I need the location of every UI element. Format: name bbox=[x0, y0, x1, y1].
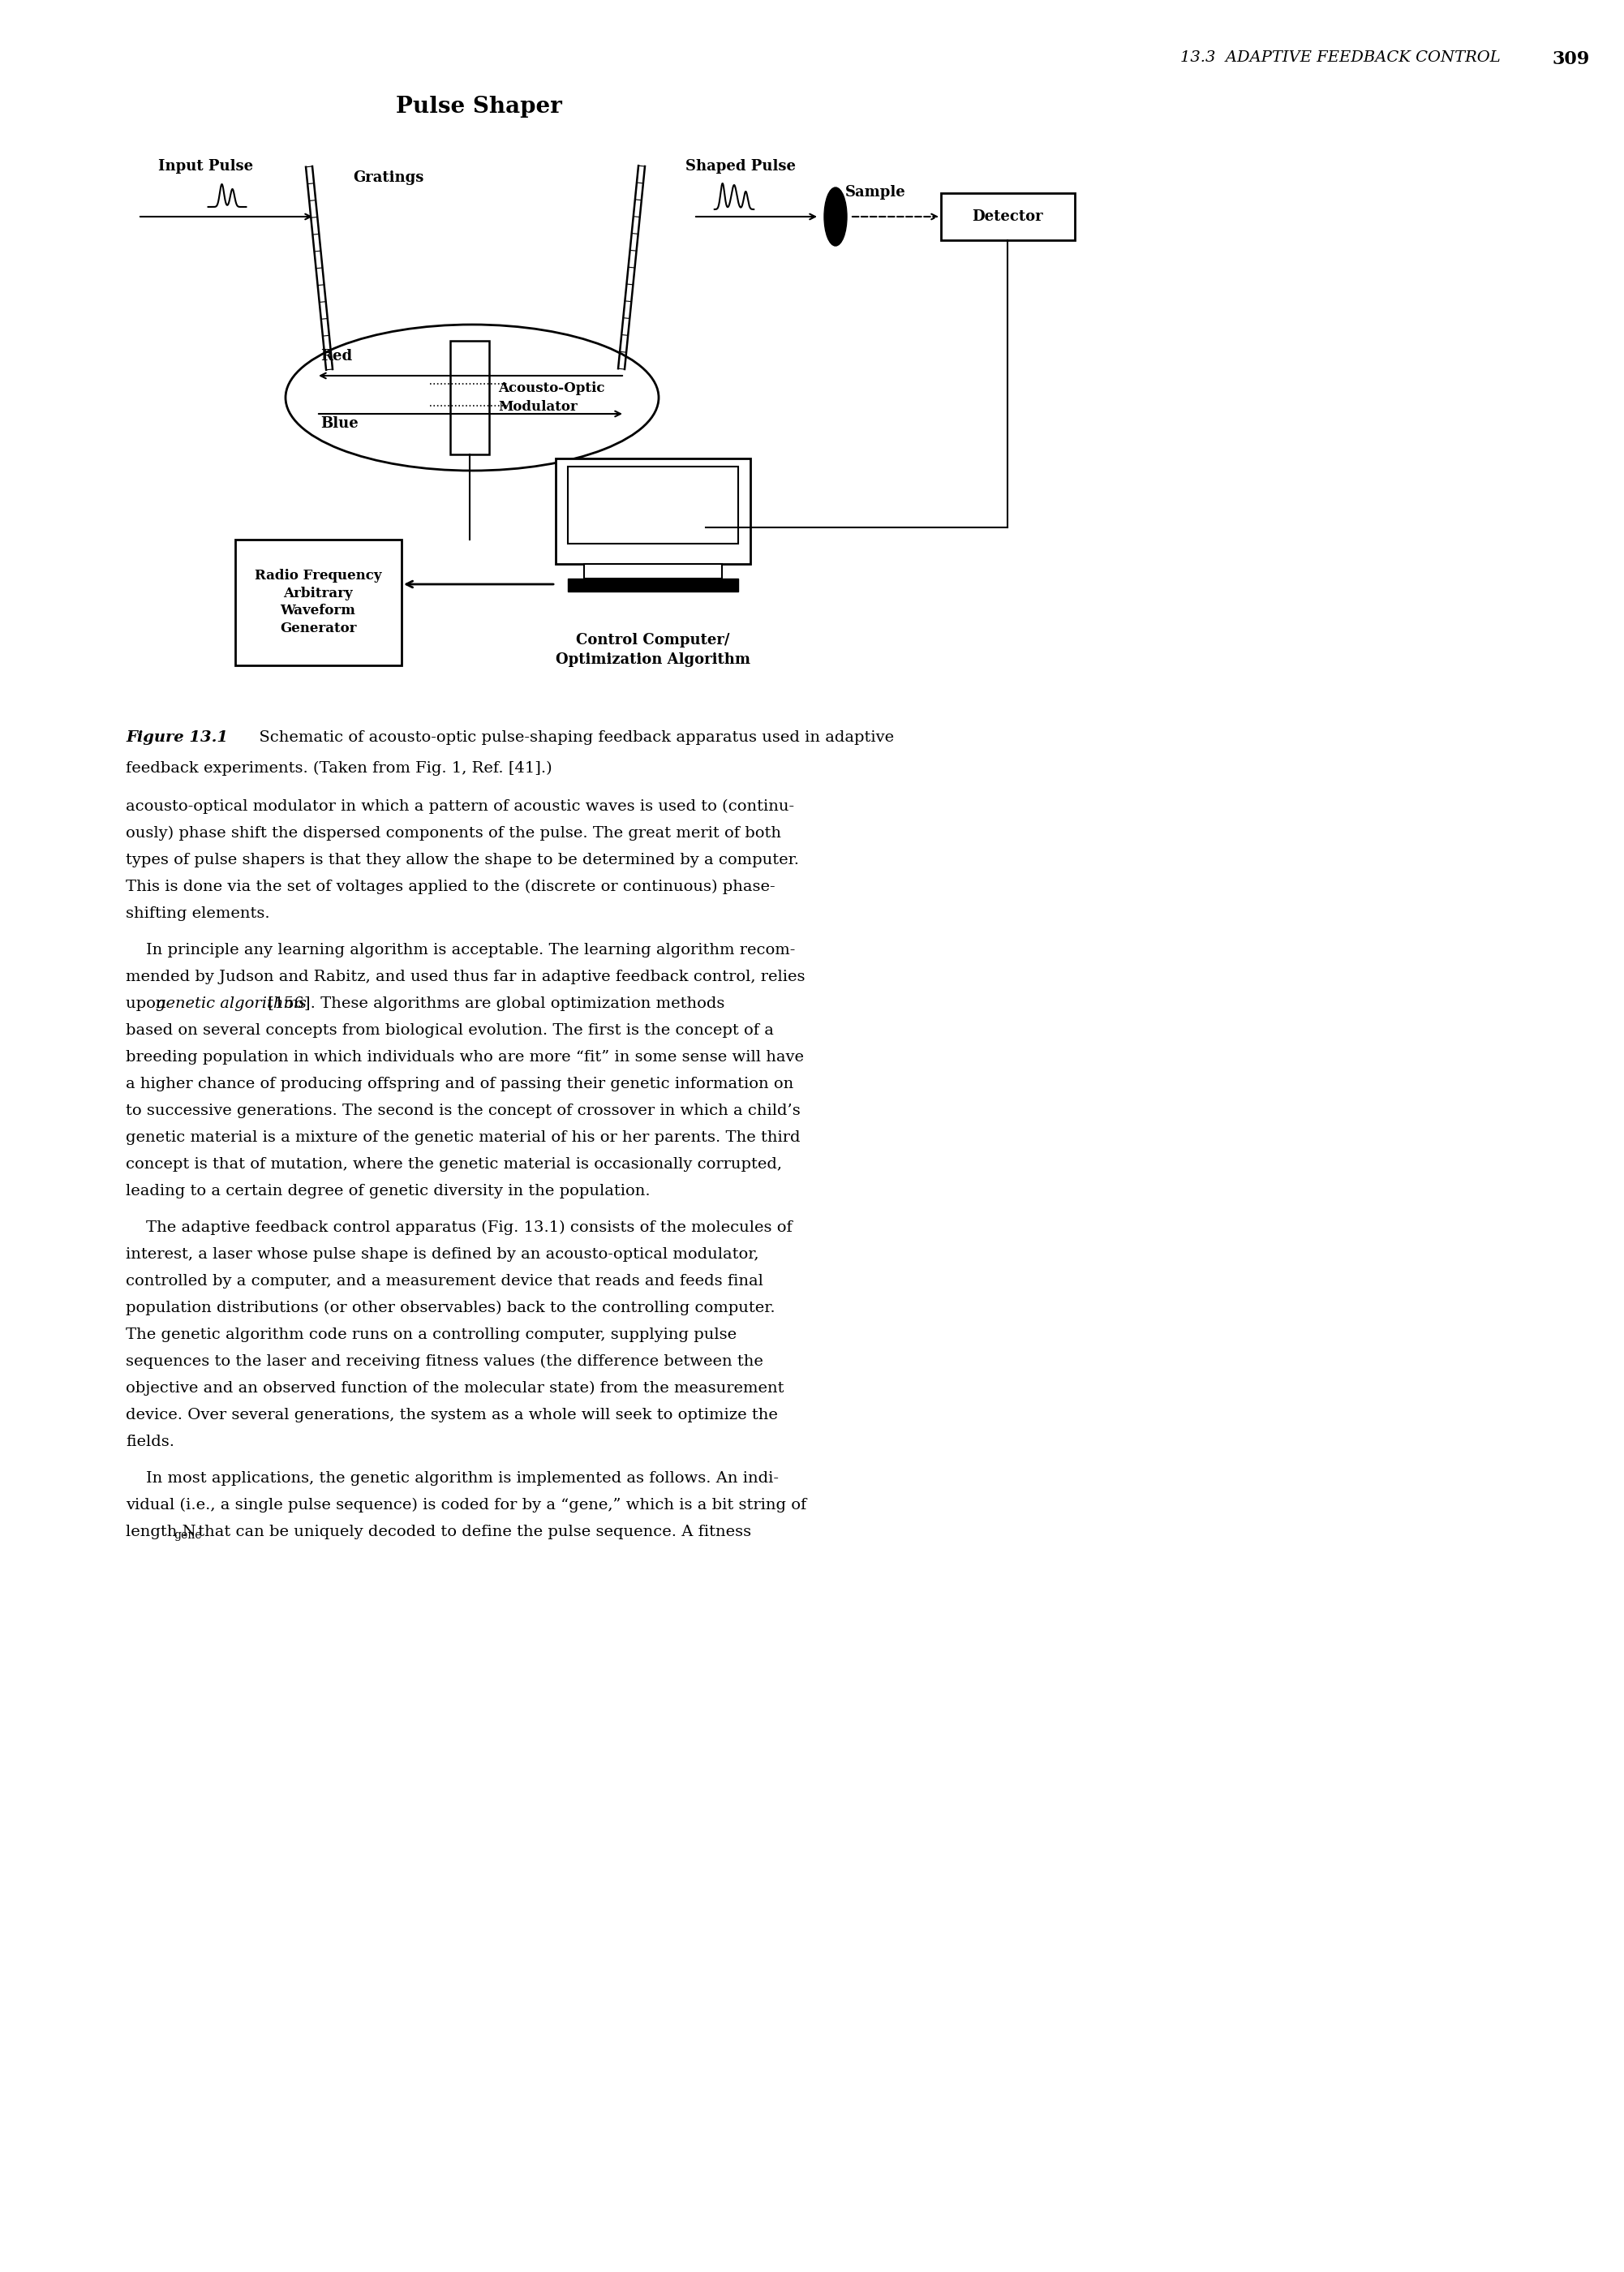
Text: Control Computer/
Optimization Algorithm: Control Computer/ Optimization Algorithm bbox=[555, 634, 750, 666]
Text: sequences to the laser and receiving fitness values (the difference between the: sequences to the laser and receiving fit… bbox=[125, 1354, 763, 1370]
Text: shifting elements.: shifting elements. bbox=[125, 907, 270, 920]
Text: length N: length N bbox=[125, 1525, 197, 1540]
Text: In principle any learning algorithm is acceptable. The learning algorithm recom-: In principle any learning algorithm is a… bbox=[125, 943, 796, 957]
Text: gene: gene bbox=[174, 1529, 201, 1540]
Text: concept is that of mutation, where the genetic material is occasionally corrupte: concept is that of mutation, where the g… bbox=[125, 1156, 783, 1172]
Bar bbox=[555, 459, 750, 563]
Text: device. Over several generations, the system as a whole will seek to optimize th: device. Over several generations, the sy… bbox=[125, 1409, 778, 1422]
Text: upon: upon bbox=[125, 997, 171, 1011]
Text: Gratings: Gratings bbox=[352, 170, 424, 184]
Bar bbox=[450, 341, 489, 454]
Text: types of pulse shapers is that they allow the shape to be determined by a comput: types of pulse shapers is that they allo… bbox=[125, 852, 799, 868]
Text: Figure 13.1: Figure 13.1 bbox=[125, 729, 227, 745]
Text: population distributions (or other observables) back to the controlling computer: population distributions (or other obser… bbox=[125, 1300, 775, 1315]
Bar bbox=[585, 563, 723, 579]
Text: The adaptive feedback control apparatus (Fig. 13.1) consists of the molecules of: The adaptive feedback control apparatus … bbox=[125, 1220, 793, 1236]
Text: Schematic of acousto-optic pulse-shaping feedback apparatus used in adaptive: Schematic of acousto-optic pulse-shaping… bbox=[248, 729, 895, 745]
Text: objective and an observed function of the molecular state) from the measurement: objective and an observed function of th… bbox=[125, 1381, 784, 1395]
Text: This is done via the set of voltages applied to the (discrete or continuous) pha: This is done via the set of voltages app… bbox=[125, 879, 775, 895]
Text: based on several concepts from biological evolution. The first is the concept of: based on several concepts from biologica… bbox=[125, 1022, 773, 1038]
Bar bbox=[568, 579, 739, 591]
Ellipse shape bbox=[823, 189, 846, 245]
Text: 13.3  ADAPTIVE FEEDBACK CONTROL: 13.3 ADAPTIVE FEEDBACK CONTROL bbox=[1181, 50, 1501, 66]
Text: a higher chance of producing offspring and of passing their genetic information : a higher chance of producing offspring a… bbox=[125, 1077, 794, 1091]
Text: genetic algorithms: genetic algorithms bbox=[156, 997, 307, 1011]
Text: interest, a laser whose pulse shape is defined by an acousto-optical modulator,: interest, a laser whose pulse shape is d… bbox=[125, 1247, 758, 1261]
Text: Detector: Detector bbox=[971, 209, 1043, 225]
Bar bbox=[940, 193, 1075, 241]
Text: ously) phase shift the dispersed components of the pulse. The great merit of bot: ously) phase shift the dispersed compone… bbox=[125, 827, 781, 841]
Text: breeding population in which individuals who are more “fit” in some sense will h: breeding population in which individuals… bbox=[125, 1050, 804, 1066]
Text: 309: 309 bbox=[1553, 50, 1590, 68]
Text: [156]. These algorithms are global optimization methods: [156]. These algorithms are global optim… bbox=[263, 997, 724, 1011]
Text: to successive generations. The second is the concept of crossover in which a chi: to successive generations. The second is… bbox=[125, 1104, 801, 1118]
Text: feedback experiments. (Taken from Fig. 1, Ref. [41].): feedback experiments. (Taken from Fig. 1… bbox=[125, 761, 552, 777]
Text: Pulse Shaper: Pulse Shaper bbox=[396, 95, 562, 118]
Bar bbox=[568, 466, 739, 543]
Text: acousto-optical modulator in which a pattern of acoustic waves is used to (conti: acousto-optical modulator in which a pat… bbox=[125, 800, 794, 813]
Text: Input Pulse: Input Pulse bbox=[158, 159, 253, 173]
Text: In most applications, the genetic algorithm is implemented as follows. An indi-: In most applications, the genetic algori… bbox=[125, 1472, 780, 1486]
Text: controlled by a computer, and a measurement device that reads and feeds final: controlled by a computer, and a measurem… bbox=[125, 1275, 763, 1288]
Text: The genetic algorithm code runs on a controlling computer, supplying pulse: The genetic algorithm code runs on a con… bbox=[125, 1327, 737, 1343]
Text: vidual (i.e., a single pulse sequence) is coded for by a “gene,” which is a bit : vidual (i.e., a single pulse sequence) i… bbox=[125, 1497, 807, 1513]
Text: genetic material is a mixture of the genetic material of his or her parents. The: genetic material is a mixture of the gen… bbox=[125, 1131, 801, 1145]
Text: that can be uniquely decoded to define the pulse sequence. A fitness: that can be uniquely decoded to define t… bbox=[193, 1525, 750, 1540]
Text: Blue: Blue bbox=[320, 416, 359, 432]
Text: Acousto-Optic
Modulator: Acousto-Optic Modulator bbox=[499, 382, 604, 414]
Text: leading to a certain degree of genetic diversity in the population.: leading to a certain degree of genetic d… bbox=[125, 1184, 650, 1200]
Text: Radio Frequency
Arbitrary
Waveform
Generator: Radio Frequency Arbitrary Waveform Gener… bbox=[255, 568, 382, 636]
Text: mended by Judson and Rabitz, and used thus far in adaptive feedback control, rel: mended by Judson and Rabitz, and used th… bbox=[125, 970, 806, 984]
Text: Sample: Sample bbox=[844, 184, 906, 200]
Text: fields.: fields. bbox=[125, 1434, 174, 1450]
Text: Red: Red bbox=[320, 350, 352, 364]
Text: Shaped Pulse: Shaped Pulse bbox=[685, 159, 796, 173]
Bar bbox=[235, 541, 401, 666]
